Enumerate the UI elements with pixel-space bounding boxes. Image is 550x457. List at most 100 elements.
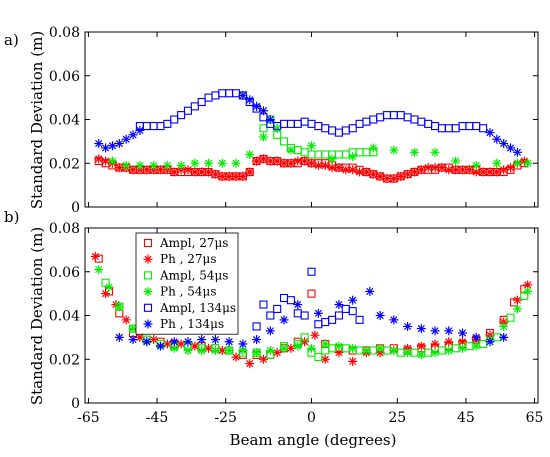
data-point bbox=[252, 348, 262, 358]
data-point bbox=[328, 126, 337, 135]
x-tick-label: 45 bbox=[457, 410, 475, 426]
data-point bbox=[314, 122, 323, 131]
data-point bbox=[424, 119, 433, 128]
data-point bbox=[499, 332, 509, 342]
legend-entry: Ampl, 27μs bbox=[159, 236, 228, 250]
data-point bbox=[156, 122, 165, 131]
data-point bbox=[362, 148, 371, 157]
data-point bbox=[307, 158, 316, 168]
y-tick-label: 0.06 bbox=[49, 265, 80, 281]
legend-entry: Ampl, 134μs bbox=[159, 301, 236, 315]
data-point bbox=[348, 152, 358, 162]
data-point bbox=[458, 328, 467, 338]
data-point bbox=[403, 113, 412, 122]
data-point bbox=[258, 154, 268, 164]
legend-marker bbox=[143, 287, 153, 297]
data-point bbox=[341, 304, 350, 313]
data-point bbox=[389, 145, 399, 155]
axes-frame bbox=[84, 31, 539, 208]
panel-a: a) 0 0.02 0.04 0.06 0.08 Standard Deviation … bbox=[4, 25, 539, 216]
data-point bbox=[197, 335, 207, 345]
data-point bbox=[121, 315, 131, 325]
data-point bbox=[361, 167, 371, 177]
data-point bbox=[307, 343, 316, 353]
data-point bbox=[492, 158, 502, 168]
data-point bbox=[224, 337, 234, 347]
data-point bbox=[266, 311, 275, 320]
data-point bbox=[512, 304, 522, 314]
data-point bbox=[403, 348, 413, 358]
panel-b: b) -65 -45 -25 0 25 45 65 0 0.02 0.04 0.06 0.08 Sta… bbox=[4, 208, 543, 426]
data-point bbox=[472, 122, 481, 131]
series-5 bbox=[114, 286, 509, 351]
data-point bbox=[258, 354, 268, 364]
data-point bbox=[293, 119, 302, 128]
data-point bbox=[444, 346, 454, 355]
data-point bbox=[499, 165, 509, 175]
data-point bbox=[156, 165, 165, 175]
data-point bbox=[334, 300, 344, 310]
data-point bbox=[355, 315, 364, 324]
data-point bbox=[149, 335, 159, 345]
series-5 bbox=[94, 90, 522, 157]
y-axis-label-b: Standard Deviation (m) bbox=[28, 227, 46, 405]
data-point bbox=[190, 102, 199, 111]
data-point bbox=[258, 106, 268, 116]
data-point bbox=[300, 117, 309, 126]
data-point bbox=[506, 313, 515, 322]
data-point bbox=[416, 350, 426, 360]
data-point bbox=[101, 143, 111, 153]
data-point bbox=[512, 295, 522, 305]
data-point bbox=[224, 346, 234, 355]
data-point bbox=[348, 295, 358, 305]
data-point bbox=[409, 147, 419, 157]
data-point bbox=[279, 137, 289, 146]
data-point bbox=[107, 141, 117, 151]
data-point bbox=[430, 339, 440, 349]
data-point bbox=[135, 160, 145, 170]
x-tick-label: 65 bbox=[526, 410, 544, 426]
x-axis-label: Beam angle (degrees) bbox=[230, 431, 397, 449]
y-tick-label: 0.08 bbox=[49, 221, 80, 237]
data-point bbox=[210, 346, 220, 355]
data-point bbox=[94, 265, 104, 275]
data-point bbox=[506, 163, 516, 173]
data-point bbox=[149, 122, 158, 131]
data-point bbox=[471, 341, 481, 351]
y-tick-label: 0.08 bbox=[49, 25, 80, 41]
data-point bbox=[245, 359, 255, 369]
legend-marker bbox=[143, 303, 153, 312]
data-point bbox=[444, 337, 454, 347]
data-point bbox=[156, 341, 165, 351]
panel-a-label: a) bbox=[4, 31, 19, 49]
y-tick-label: 0.04 bbox=[49, 113, 80, 129]
data-point bbox=[293, 341, 303, 351]
data-point bbox=[355, 167, 365, 177]
data-point bbox=[286, 145, 296, 155]
data-point bbox=[169, 167, 179, 177]
x-tick-label: -65 bbox=[77, 410, 100, 426]
data-point bbox=[142, 122, 151, 131]
data-point bbox=[479, 124, 488, 133]
data-point bbox=[128, 130, 138, 140]
series-1 bbox=[94, 154, 529, 184]
data-point bbox=[286, 158, 296, 168]
y-tick-label: 0 bbox=[71, 396, 80, 412]
data-point bbox=[321, 150, 330, 159]
data-point bbox=[417, 117, 426, 126]
data-point bbox=[149, 160, 159, 170]
data-point bbox=[252, 101, 262, 111]
data-point bbox=[135, 125, 145, 135]
x-tick-label: -45 bbox=[146, 410, 169, 426]
data-point bbox=[492, 167, 502, 177]
data-point bbox=[279, 158, 289, 168]
data-point bbox=[313, 160, 323, 170]
data-point bbox=[279, 119, 289, 128]
data-point bbox=[365, 286, 375, 296]
data-point bbox=[90, 251, 100, 261]
data-point bbox=[293, 309, 302, 318]
data-point bbox=[416, 165, 426, 175]
data-point bbox=[334, 150, 344, 159]
data-point bbox=[328, 344, 337, 353]
data-point bbox=[334, 348, 344, 358]
